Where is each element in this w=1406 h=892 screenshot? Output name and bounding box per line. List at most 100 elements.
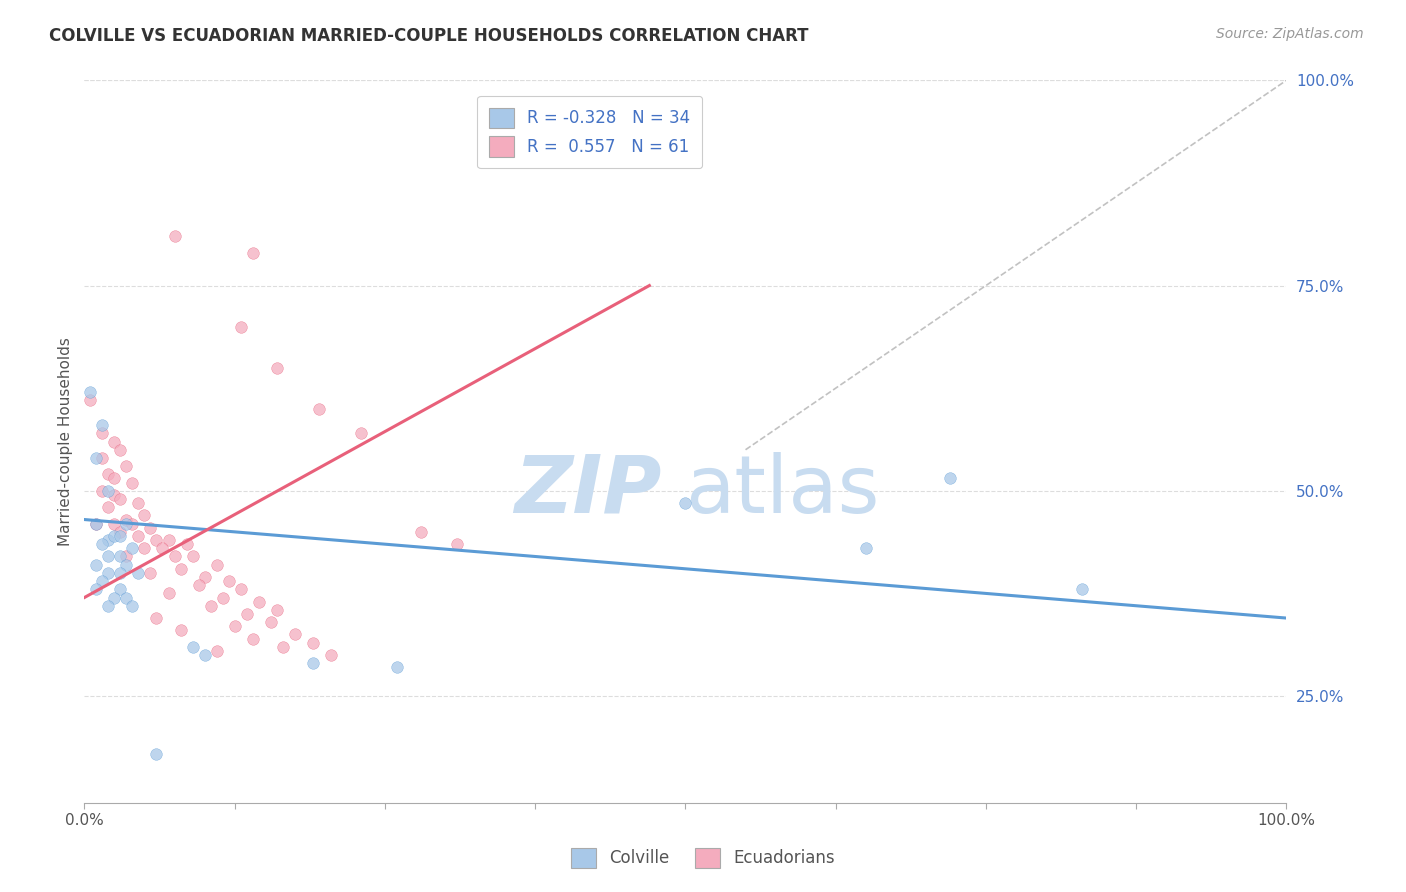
Point (409, 524, 432, 539)
Point (1071, 582, 1094, 597)
Point (242, 245, 264, 260)
Point (86, 450, 108, 465)
Point (97, 467, 120, 482)
Point (229, 319, 252, 334)
Point (79, 385, 101, 400)
Legend: Colville, Ecuadorians: Colville, Ecuadorians (565, 841, 841, 875)
Point (121, 516, 143, 531)
Point (284, 627, 307, 641)
Point (103, 516, 125, 531)
Point (110, 529, 132, 543)
Point (169, 624, 191, 638)
Point (181, 640, 204, 654)
Point (145, 533, 167, 547)
Point (260, 615, 283, 630)
Point (91, 426, 114, 441)
Y-axis label: Married-couple Households: Married-couple Households (58, 337, 73, 546)
Point (205, 558, 228, 572)
Point (163, 549, 186, 564)
Point (319, 648, 342, 662)
Point (218, 574, 240, 588)
Point (194, 570, 217, 584)
Point (194, 648, 217, 662)
Point (211, 591, 233, 605)
Point (121, 475, 143, 490)
Point (86, 516, 108, 531)
Text: ZIP: ZIP (515, 452, 661, 530)
Point (139, 521, 162, 535)
Point (200, 599, 222, 613)
Point (152, 541, 174, 556)
Point (181, 549, 204, 564)
Point (301, 636, 323, 650)
Point (235, 607, 257, 621)
Point (115, 459, 138, 474)
Point (229, 582, 252, 597)
Point (301, 657, 323, 671)
Point (103, 591, 125, 605)
Point (176, 537, 198, 551)
Point (97, 533, 120, 547)
Point (187, 578, 209, 592)
Point (115, 558, 138, 572)
Point (127, 496, 149, 510)
Point (86, 558, 108, 572)
Legend: R = -0.328   N = 34, R =  0.557   N = 61: R = -0.328 N = 34, R = 0.557 N = 61 (478, 95, 702, 169)
Point (855, 541, 877, 556)
Point (139, 566, 162, 580)
Point (97, 566, 120, 580)
Point (134, 541, 156, 556)
Point (134, 508, 156, 523)
Point (91, 483, 114, 498)
Point (103, 434, 125, 449)
Text: COLVILLE VS ECUADORIAN MARRIED-COUPLE HOUSEHOLDS CORRELATION CHART: COLVILLE VS ECUADORIAN MARRIED-COUPLE HO… (49, 27, 808, 45)
Point (224, 619, 246, 633)
Point (103, 529, 125, 543)
Point (103, 488, 125, 502)
Point (247, 594, 270, 608)
Point (86, 516, 108, 531)
Point (163, 229, 186, 244)
Point (266, 603, 288, 617)
Point (97, 549, 120, 564)
Point (127, 529, 149, 543)
Point (675, 496, 697, 510)
Point (91, 537, 114, 551)
Point (385, 660, 408, 674)
Point (110, 566, 132, 580)
Point (145, 747, 167, 761)
Point (86, 582, 108, 597)
Point (121, 599, 143, 613)
Point (115, 549, 138, 564)
Point (110, 582, 132, 597)
Point (97, 500, 120, 515)
Point (157, 586, 180, 600)
Point (205, 644, 228, 658)
Point (266, 360, 288, 375)
Point (91, 574, 114, 588)
Point (97, 599, 120, 613)
Point (91, 418, 114, 433)
Point (79, 393, 101, 408)
Point (127, 566, 149, 580)
Point (308, 401, 330, 416)
Point (110, 442, 132, 457)
Point (121, 541, 143, 556)
Point (145, 611, 167, 625)
Text: atlas: atlas (686, 452, 880, 530)
Point (115, 591, 138, 605)
Point (110, 524, 132, 539)
Point (91, 450, 114, 465)
Point (157, 533, 180, 547)
Point (110, 549, 132, 564)
Point (115, 512, 138, 526)
Point (271, 640, 294, 654)
Point (97, 483, 120, 498)
Point (939, 471, 962, 485)
Point (446, 537, 468, 551)
Point (350, 426, 373, 441)
Point (115, 516, 138, 531)
Point (110, 491, 132, 506)
Text: Source: ZipAtlas.com: Source: ZipAtlas.com (1216, 27, 1364, 41)
Point (242, 632, 264, 646)
